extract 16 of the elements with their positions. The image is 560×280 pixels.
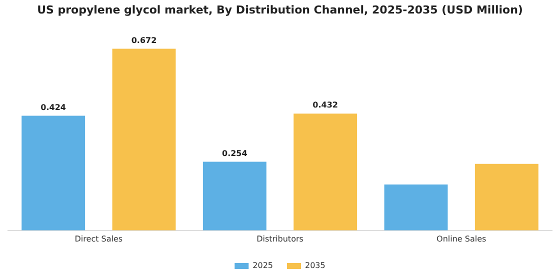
data-label: 0.424	[40, 102, 66, 112]
bar	[474, 164, 538, 230]
legend-label: 2035	[305, 261, 326, 270]
bar	[294, 114, 358, 230]
data-label: 0.432	[312, 100, 338, 110]
bar	[22, 116, 86, 230]
x-tick-label: Direct Sales	[74, 234, 123, 244]
bar	[112, 48, 176, 230]
x-tick-label: Online Sales	[436, 234, 486, 244]
chart-title: US propylene glycol market, By Distribution Channel, 2025-2035 (USD Million)	[37, 3, 523, 16]
legend-label: 2025	[252, 261, 273, 270]
bar	[384, 184, 448, 230]
data-label: 0.672	[131, 36, 157, 45]
x-tick-label: Distributors	[256, 234, 304, 244]
data-label: 0.254	[222, 148, 248, 158]
bar	[202, 162, 266, 230]
